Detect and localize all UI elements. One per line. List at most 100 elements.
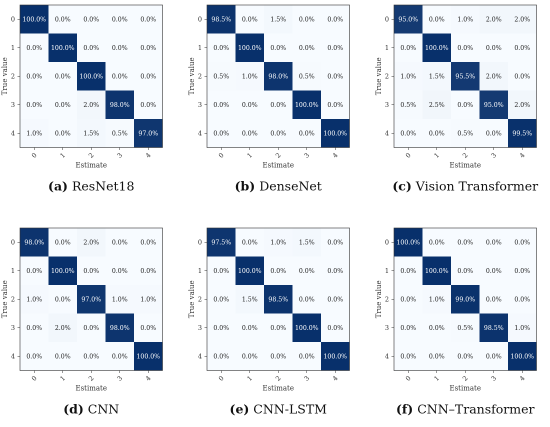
x-tick-label: 3 bbox=[489, 151, 498, 160]
cell-value-label: 0.0% bbox=[140, 268, 156, 275]
y-tick-label: 4 bbox=[385, 353, 389, 361]
cell-value-label: 97.5% bbox=[211, 239, 231, 246]
cell-value-label: 0.0% bbox=[299, 353, 315, 360]
cell-value-label: 0.0% bbox=[26, 73, 42, 80]
heatmap-cell bbox=[48, 256, 77, 285]
caption-tag: (a) bbox=[48, 179, 68, 194]
cell-value-label: 0.0% bbox=[26, 353, 42, 360]
x-tick-label: 0 bbox=[404, 374, 413, 383]
y-tick-label: 3 bbox=[198, 101, 202, 109]
cell-value-label: 1.0% bbox=[140, 296, 156, 303]
cell-value-label: 0.0% bbox=[213, 130, 229, 137]
x-tick-label: 0 bbox=[30, 151, 39, 160]
heatmap-cell bbox=[207, 90, 236, 119]
cell-value-label: 0.0% bbox=[270, 268, 286, 275]
cell-value-label: 0.0% bbox=[457, 45, 473, 52]
heatmap-cell bbox=[77, 90, 106, 119]
cell-value-label: 1.5% bbox=[429, 73, 445, 80]
heatmap-cell bbox=[292, 62, 321, 91]
heatmap-cell bbox=[20, 313, 49, 342]
y-tick-label: 2 bbox=[198, 73, 202, 81]
cell-value-label: 100.0% bbox=[51, 268, 75, 275]
caption-tag: (c) bbox=[392, 179, 411, 194]
y-tick-label: 0 bbox=[198, 239, 202, 247]
heatmap-cell bbox=[422, 256, 451, 285]
y-tick-label: 1 bbox=[198, 267, 202, 275]
heatmap-cell bbox=[321, 62, 350, 91]
y-tick-label: 2 bbox=[11, 73, 15, 81]
cell-value-label: 99.0% bbox=[455, 296, 475, 303]
heatmap-cell bbox=[134, 119, 163, 148]
cell-value-label: 0.0% bbox=[327, 268, 343, 275]
cell-value-label: 0.0% bbox=[327, 16, 343, 23]
y-tick-label: 2 bbox=[198, 296, 202, 304]
y-tick-label: 0 bbox=[11, 16, 15, 24]
heatmap-cell bbox=[292, 256, 321, 285]
y-tick-label: 0 bbox=[198, 16, 202, 24]
cell-value-label: 0.0% bbox=[26, 268, 42, 275]
cell-value-label: 0.0% bbox=[242, 130, 258, 137]
heatmap-cell bbox=[105, 62, 134, 91]
x-tick-label: 1 bbox=[58, 374, 67, 383]
cell-value-label: 0.0% bbox=[55, 102, 71, 109]
heatmap-cell bbox=[394, 119, 423, 148]
cell-value-label: 0.0% bbox=[140, 16, 156, 23]
x-axis-label: Estimate bbox=[262, 385, 294, 393]
cell-value-label: 0.0% bbox=[83, 45, 99, 52]
y-tick-label: 4 bbox=[198, 353, 202, 361]
heatmap-cell bbox=[321, 228, 350, 257]
cell-value-label: 0.0% bbox=[55, 239, 71, 246]
cell-value-label: 98.5% bbox=[484, 325, 504, 332]
cell-value-label: 2.0% bbox=[486, 16, 502, 23]
heatmap-cell bbox=[292, 313, 321, 342]
cell-value-label: 100.0% bbox=[238, 45, 262, 52]
x-axis-label: Estimate bbox=[449, 162, 481, 170]
cell-value-label: 0.0% bbox=[327, 296, 343, 303]
heatmap-cell bbox=[479, 119, 508, 148]
heatmap-cell bbox=[77, 33, 106, 62]
heatmap-cell bbox=[264, 228, 293, 257]
heatmap-cell bbox=[422, 90, 451, 119]
heatmap-cell bbox=[134, 313, 163, 342]
panel-e-confusion-matrix: 97.5% 0.0% 1.0% 1.5% 0.0%0.0% 100.0% 0.0% 0.0% 0… bbox=[188, 227, 350, 417]
heatmap-cell bbox=[235, 33, 264, 62]
cell-value-label: 0.0% bbox=[327, 45, 343, 52]
caption-title: CNN-LSTM bbox=[249, 402, 327, 417]
caption-title: ResNet18 bbox=[68, 179, 135, 194]
cell-value-label: 2.0% bbox=[486, 73, 502, 80]
cell-value-label: 0.5% bbox=[112, 130, 128, 137]
y-tick-label: 0 bbox=[385, 16, 389, 24]
heatmap-cell bbox=[451, 313, 480, 342]
cell-value-label: 98.5% bbox=[211, 16, 231, 23]
cell-value-label: 0.5% bbox=[457, 130, 473, 137]
cell-value-label: 100.0% bbox=[51, 45, 75, 52]
heatmap-cell bbox=[479, 256, 508, 285]
cell-value-label: 100.0% bbox=[425, 268, 449, 275]
panel-caption: (c) Vision Transformer bbox=[392, 179, 538, 194]
heatmap-cell bbox=[508, 313, 537, 342]
cell-value-label: 1.5% bbox=[83, 130, 99, 137]
x-tick-label: 1 bbox=[432, 374, 441, 383]
cell-value-label: 0.0% bbox=[55, 73, 71, 80]
x-tick-label: 2 bbox=[274, 374, 283, 383]
panel-d-confusion-matrix: 98.0% 0.0% 2.0% 0.0% 0.0%0.0% 100.0% 0.0% 0.0% 0… bbox=[1, 227, 163, 417]
heatmap-cell bbox=[20, 256, 49, 285]
panel-caption: (e) CNN-LSTM bbox=[230, 402, 328, 417]
heatmap-cell bbox=[134, 342, 163, 371]
cell-value-label: 0.0% bbox=[213, 353, 229, 360]
heatmap-cell bbox=[20, 5, 49, 34]
caption-title: DenseNet bbox=[255, 179, 322, 194]
heatmap-cell bbox=[394, 256, 423, 285]
cell-value-label: 100.0% bbox=[79, 73, 103, 80]
heatmap-cell bbox=[508, 228, 537, 257]
y-tick-label: 4 bbox=[385, 130, 389, 138]
heatmap-cell bbox=[48, 342, 77, 371]
heatmap-cell bbox=[235, 119, 264, 148]
y-tick-label: 4 bbox=[11, 353, 15, 361]
cell-value-label: 1.5% bbox=[270, 16, 286, 23]
x-tick-label: 2 bbox=[461, 374, 470, 383]
caption-tag: (d) bbox=[63, 402, 84, 417]
x-tick-label: 3 bbox=[115, 374, 124, 383]
cell-value-label: 0.0% bbox=[457, 353, 473, 360]
x-tick-label: 0 bbox=[30, 374, 39, 383]
